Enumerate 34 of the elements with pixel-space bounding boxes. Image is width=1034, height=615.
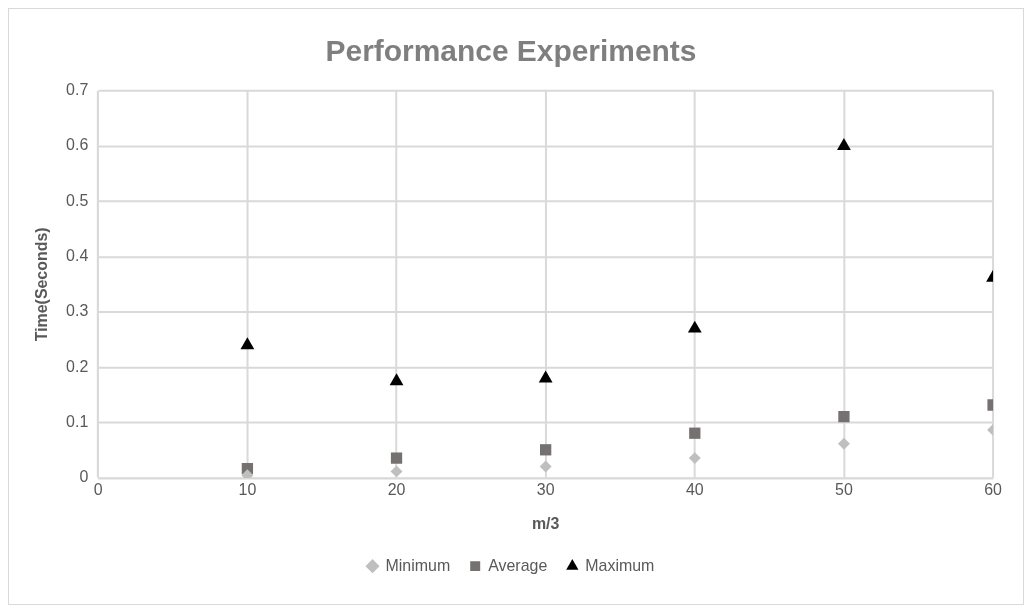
x-tick-label: 40 — [685, 480, 704, 498]
y-tick-label: 0.6 — [66, 136, 89, 154]
point — [389, 373, 404, 386]
x-tick-label: 60 — [984, 480, 1003, 498]
x-tick-label: 0 — [93, 480, 103, 498]
legend-label: Minimum — [385, 556, 451, 574]
point — [540, 444, 552, 456]
x-axis-title: m/3 — [531, 515, 560, 533]
y-tick-label: 0.7 — [66, 81, 89, 99]
x-tick-label: 20 — [387, 480, 406, 498]
point — [689, 427, 701, 439]
point — [687, 320, 702, 333]
point — [390, 465, 403, 478]
y-tick-label: 0.5 — [66, 191, 89, 209]
y-tick-label: 0.4 — [66, 247, 89, 265]
point — [838, 410, 850, 423]
y-tick-label: 0.1 — [66, 413, 89, 431]
y-tick-label: 0.2 — [66, 357, 89, 375]
point — [538, 370, 553, 383]
y-axis-title: Time(Seconds) — [32, 227, 50, 342]
chart-title: Performance Experiments — [325, 34, 697, 68]
point — [240, 337, 255, 350]
point — [837, 437, 850, 450]
x-tick-label: 50 — [835, 480, 853, 498]
y-tick-label: 0 — [79, 468, 89, 486]
point — [241, 469, 254, 479]
legend-label: Maximum — [585, 556, 655, 574]
point — [390, 452, 403, 464]
legend-label: Average — [488, 556, 548, 574]
point — [539, 460, 552, 473]
x-tick-label: 10 — [238, 480, 257, 498]
x-tick-label: 30 — [536, 480, 555, 498]
y-tick-label: 0.3 — [66, 302, 89, 320]
point — [688, 452, 701, 465]
